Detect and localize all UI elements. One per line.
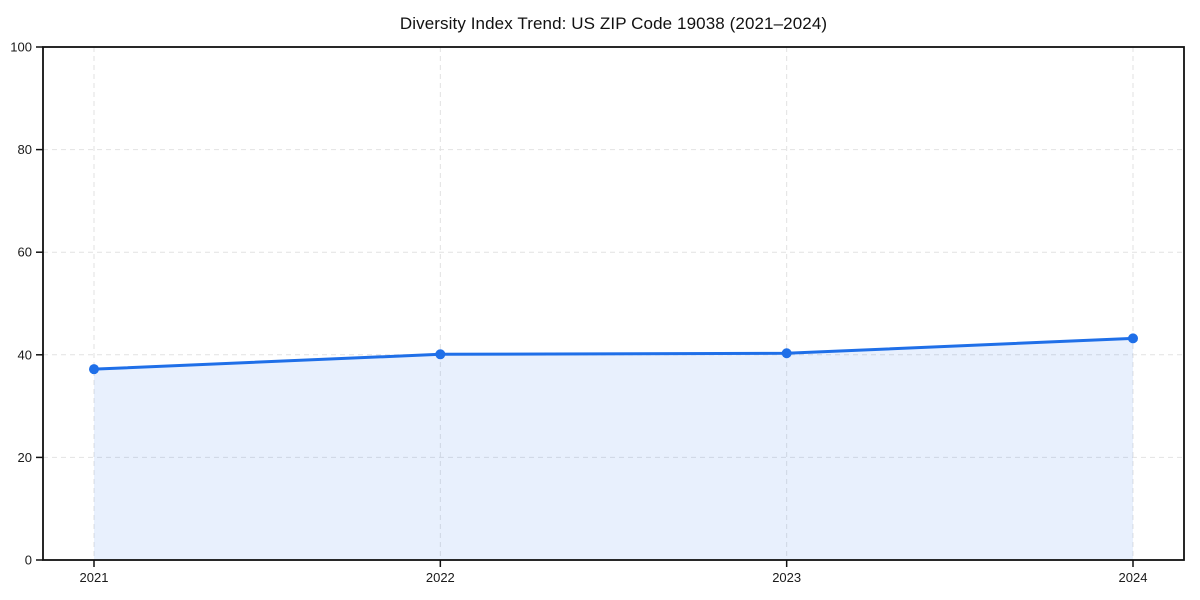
data-point	[781, 348, 792, 359]
y-tick-label: 40	[18, 347, 32, 362]
y-tick-label: 60	[18, 245, 32, 260]
y-tick-label: 0	[25, 553, 32, 568]
area-fill	[94, 338, 1133, 560]
trend-line	[92, 336, 1135, 371]
data-point	[89, 364, 99, 375]
plot-border	[42, 46, 1185, 561]
x-tick-label: 2022	[426, 570, 455, 585]
data-point	[1128, 333, 1138, 344]
x-tick-label: 2023	[772, 570, 801, 585]
y-tick-label: 100	[10, 40, 32, 55]
y-tick-label: 80	[18, 142, 32, 157]
y-tick-label: 20	[18, 450, 32, 465]
x-tick-label: 2021	[80, 570, 109, 585]
chart-title: Diversity Index Trend: US ZIP Code 19038…	[399, 14, 828, 33]
x-tick-label: 2024	[1119, 570, 1148, 585]
data-point	[435, 349, 446, 360]
